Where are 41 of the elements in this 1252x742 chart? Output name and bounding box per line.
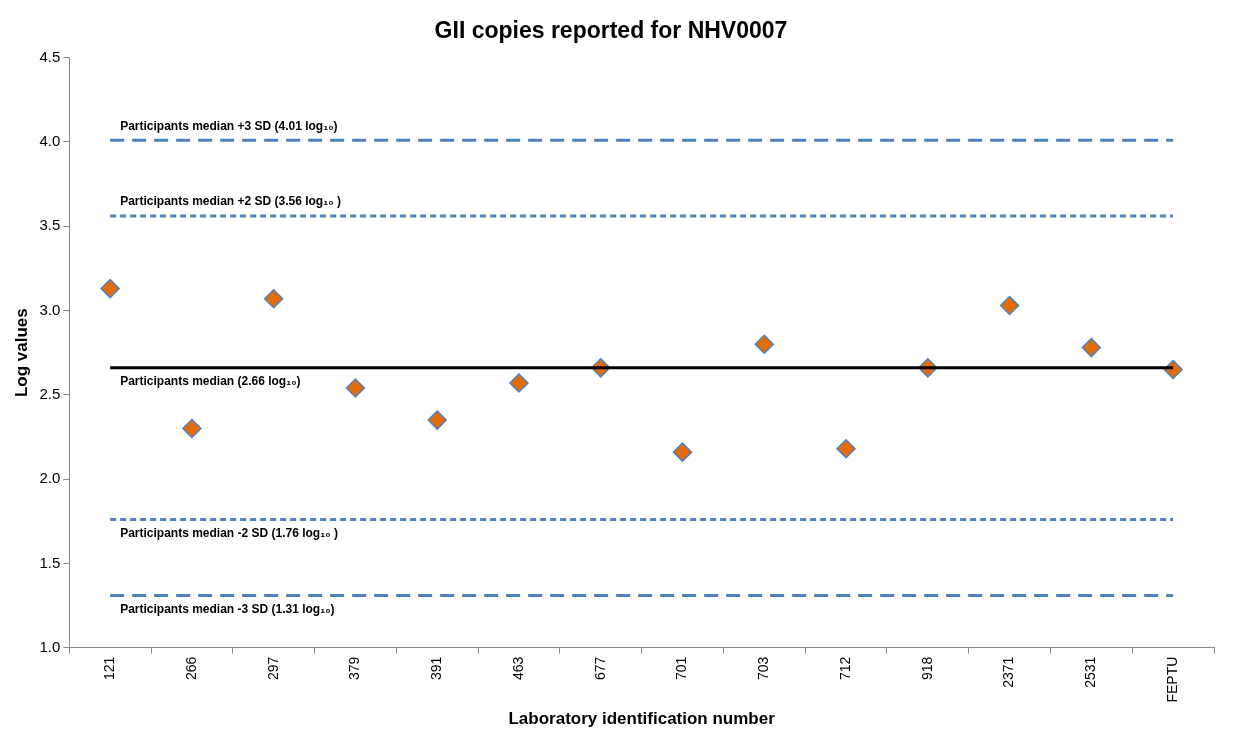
- x-tick-label: 701: [673, 656, 690, 681]
- y-tick-label: 4.0: [39, 132, 61, 150]
- x-tick-label: 391: [428, 656, 445, 681]
- x-tick-label: 463: [509, 656, 526, 681]
- x-tick-label: 712: [836, 656, 853, 681]
- y-axis-title: Log values: [11, 308, 31, 398]
- y-tick-label: 3.5: [39, 216, 61, 234]
- ref-line-label: Participants median -3 SD (1.31 log₁₀): [120, 601, 335, 616]
- x-tick-label: 2371: [1000, 656, 1017, 688]
- ref-line-label: Participants median (2.66 log₁₀): [120, 374, 301, 389]
- y-tick-label: 3.0: [39, 300, 61, 318]
- x-tick-label: 677: [591, 656, 608, 681]
- y-tick-label: 2.0: [39, 469, 61, 487]
- x-axis-title: Laboratory identification number: [508, 709, 776, 729]
- point: [100, 278, 120, 299]
- x-tick-label: 2531: [1082, 656, 1099, 688]
- point: [999, 295, 1020, 316]
- y-tick-label: 4.5: [39, 47, 61, 65]
- x-tick-label: 297: [264, 656, 281, 681]
- ref-line-label: Participants median +2 SD (3.56 log₁₀ ): [120, 194, 341, 209]
- x-tick-label: 703: [755, 656, 772, 681]
- y-tick-label: 2.5: [39, 384, 61, 402]
- y-tick-label: 1.0: [39, 637, 61, 655]
- point: [754, 334, 775, 354]
- ref-line-label: Participants median +3 SD (4.01 log₁₀): [120, 118, 338, 133]
- point: [672, 442, 693, 462]
- x-tick-label: 266: [182, 656, 199, 681]
- ref-line-label: Participants median -2 SD (1.76 log₁₀ ): [120, 525, 338, 540]
- point: [182, 418, 202, 439]
- y-tick-label: 1.5: [39, 553, 61, 571]
- chart-title: GII copies reported for NHV0007: [434, 17, 788, 44]
- point: [509, 373, 529, 393]
- x-tick-label: 121: [101, 656, 117, 681]
- point: [1081, 337, 1102, 358]
- x-tick-label: FEPTU: [1163, 656, 1180, 703]
- point: [345, 378, 366, 398]
- x-tick-label: 918: [918, 656, 935, 681]
- point: [836, 439, 856, 459]
- x-tick-label: 379: [346, 656, 363, 681]
- point: [263, 288, 284, 309]
- point: [427, 410, 447, 430]
